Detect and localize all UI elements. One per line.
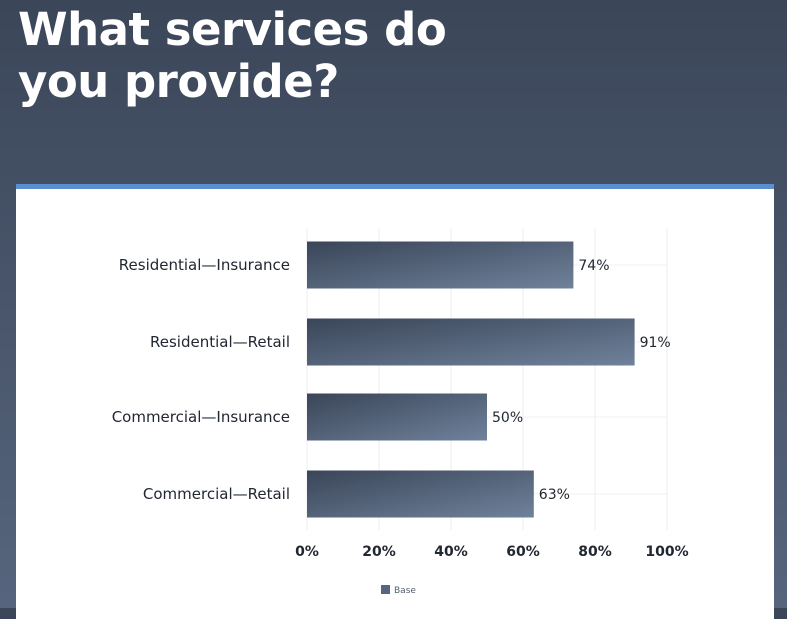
legend-label: Base xyxy=(394,586,416,596)
legend: Base xyxy=(381,585,416,596)
value-label: 50% xyxy=(492,410,523,426)
x-tick-label: 20% xyxy=(362,544,396,560)
x-tick-label: 100% xyxy=(645,544,688,560)
x-tick-label: 40% xyxy=(434,544,468,560)
bar xyxy=(307,470,534,518)
bars-group xyxy=(307,241,635,518)
bar xyxy=(307,318,635,366)
x-tick-labels: 0% 20% 40% 60% 80% 100% xyxy=(295,544,689,560)
category-label: Residential—Retail xyxy=(150,333,290,351)
category-label: Commercial—Insurance xyxy=(112,408,290,426)
value-label: 91% xyxy=(640,335,671,351)
x-tick-label: 80% xyxy=(578,544,612,560)
title-line-2: you provide? xyxy=(18,55,339,108)
category-label: Residential—Insurance xyxy=(119,256,290,274)
title-line-1: What services do xyxy=(18,3,447,56)
value-labels: 74% 91% 50% 63% xyxy=(492,258,671,503)
value-label: 74% xyxy=(578,258,609,274)
x-tick-label: 0% xyxy=(295,544,319,560)
bar xyxy=(307,241,574,289)
legend-swatch xyxy=(381,585,390,594)
value-label: 63% xyxy=(539,487,570,503)
page-title: What services do you provide? xyxy=(18,3,447,108)
x-tick-label: 60% xyxy=(506,544,540,560)
category-labels: Residential—Insurance Residential—Retail C… xyxy=(112,256,290,503)
category-label: Commercial—Retail xyxy=(143,485,290,503)
bar xyxy=(307,393,487,441)
